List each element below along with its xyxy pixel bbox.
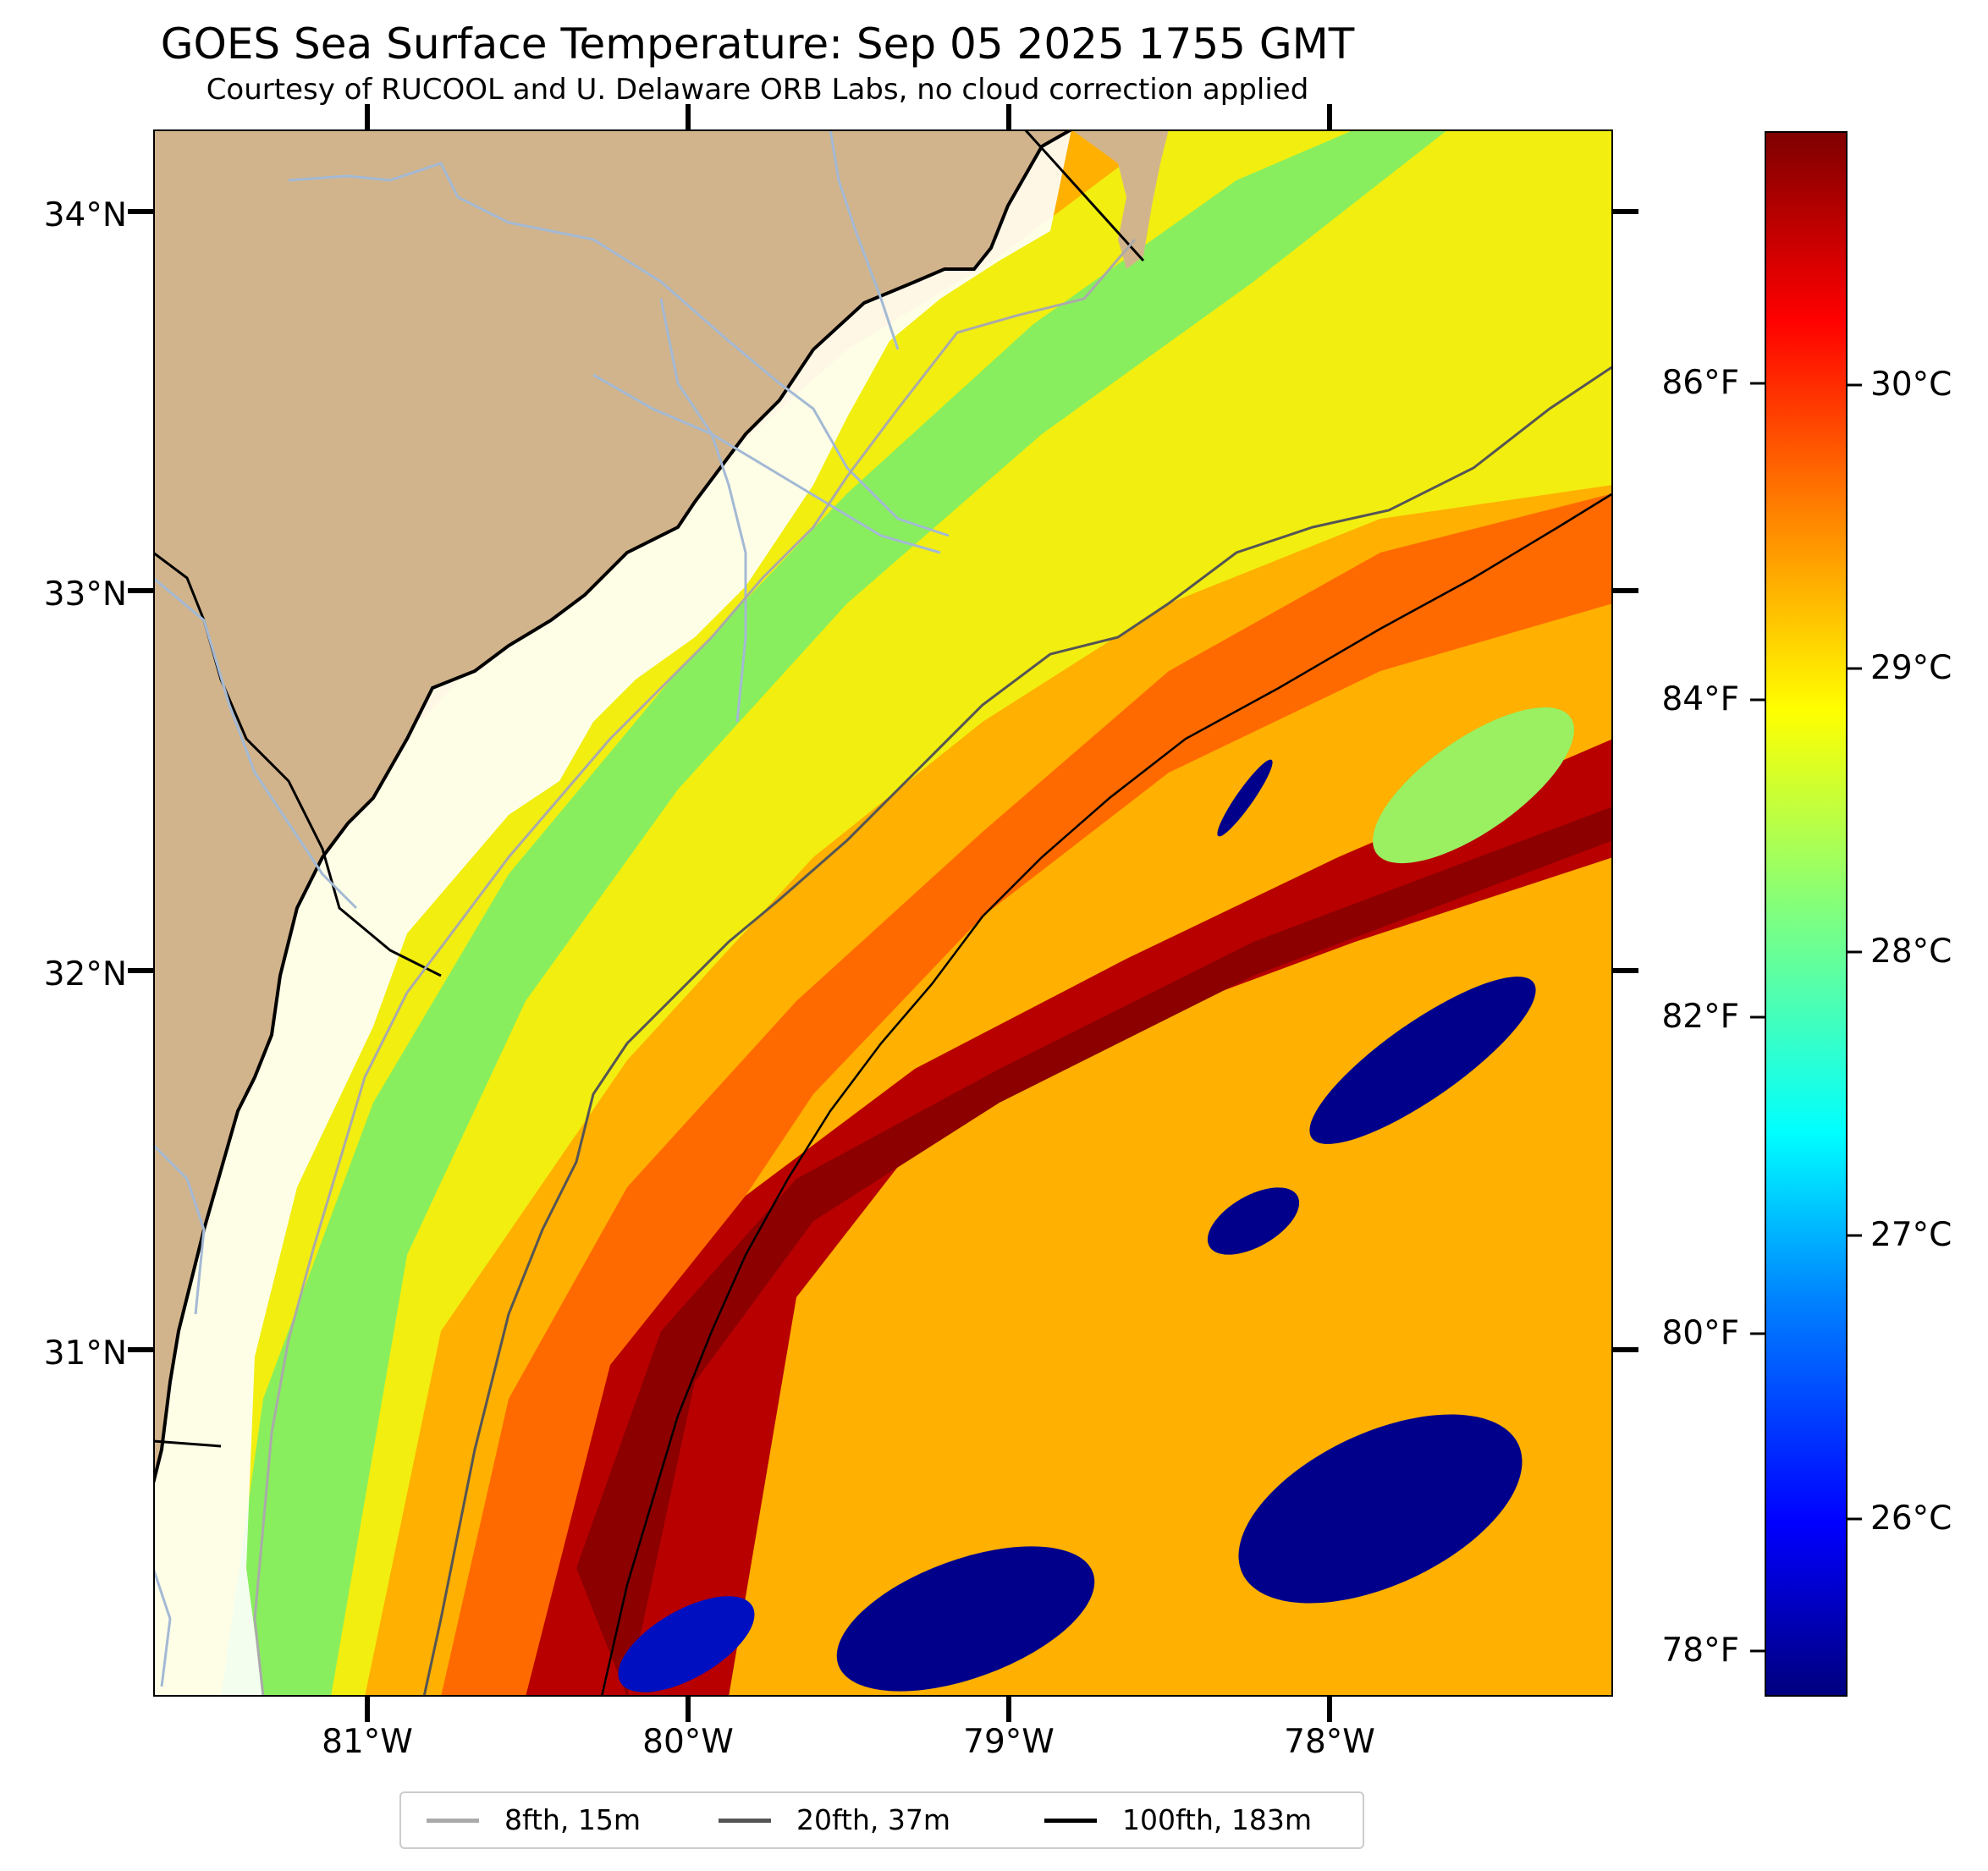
- lon-label-78: 78°W: [1284, 1723, 1375, 1761]
- colorbar-c-label-28: 28°C: [1870, 933, 1952, 971]
- colorbar-f-label-78: 78°F: [1661, 1632, 1739, 1670]
- coastal-no-data-fringe: [153, 129, 1071, 1697]
- colorbar-f-label-80: 80°F: [1661, 1314, 1739, 1352]
- nearshore-cool-band: [153, 129, 1613, 1697]
- cold-patch-5: [1217, 759, 1273, 837]
- cold-patch-6: [618, 1596, 755, 1692]
- land-mass: [153, 129, 1071, 1483]
- cold-patch-3: [836, 1546, 1095, 1692]
- colorbar-ticks: [1750, 382, 1862, 1653]
- legend-item-8fth: 8fth, 15m: [427, 1793, 641, 1847]
- colorbar-c-label-27: 27°C: [1870, 1216, 1952, 1254]
- coastline: [153, 129, 1072, 1484]
- isobath-legend: 8fth, 15m 20fth, 37m 100fth, 183m: [399, 1791, 1364, 1849]
- colorbar-c-label-29: 29°C: [1870, 649, 1952, 687]
- isobath-100fth: [600, 492, 1613, 1697]
- legend-label-100fth: 100fth, 183m: [1122, 1803, 1312, 1836]
- lat-label-32: 32°N: [43, 955, 127, 993]
- isobath-20fth: [422, 365, 1613, 1697]
- temperature-colorbar: [1765, 131, 1848, 1697]
- coastal-green-strip: [221, 129, 1448, 1697]
- state-border-ga-fl: [153, 1439, 222, 1448]
- map-ticks: [128, 104, 1638, 1722]
- colorbar-f-label-82: 82°F: [1661, 998, 1739, 1036]
- legend-label-8fth: 8fth, 15m: [504, 1803, 642, 1836]
- cold-patch-2: [1238, 1414, 1523, 1604]
- legend-item-100fth: 100fth, 183m: [1044, 1793, 1312, 1847]
- lon-label-79: 79°W: [963, 1723, 1055, 1761]
- lat-label-31: 31°N: [43, 1334, 127, 1373]
- map-panel: [128, 104, 1638, 1722]
- colorbar-c-label-30: 30°C: [1870, 366, 1952, 404]
- cold-patch-1: [1309, 977, 1536, 1144]
- sst-map: [153, 129, 1613, 1697]
- cold-patch-4: [1207, 1187, 1300, 1255]
- legend-swatch-8fth: [427, 1818, 479, 1823]
- colorbar-f-label-84: 84°F: [1661, 680, 1739, 718]
- rivers: [153, 129, 950, 1687]
- lat-label-33: 33°N: [43, 575, 127, 614]
- legend-swatch-100fth: [1044, 1818, 1097, 1823]
- map-title: GOES Sea Surface Temperature: Sep 05 202…: [160, 19, 1355, 69]
- sst-field: [153, 129, 1613, 1697]
- land-north-cape: [1071, 129, 1169, 269]
- gulf-stream-dark: [576, 806, 1613, 1697]
- state-border-sc-ga: [153, 551, 442, 977]
- lon-label-81: 81°W: [322, 1723, 413, 1761]
- state-border-nc-sc: [1023, 129, 1145, 262]
- legend-label-20fth: 20fth, 37m: [796, 1803, 950, 1836]
- map-subtitle: Courtesy of RUCOOL and U. Delaware ORB L…: [206, 73, 1309, 107]
- legend-item-20fth: 20fth, 37m: [719, 1793, 950, 1847]
- legend-swatch-20fth: [719, 1818, 771, 1823]
- lat-label-34: 34°N: [43, 196, 127, 234]
- warm-eddy-green: [1373, 707, 1574, 864]
- lon-label-80: 80°W: [642, 1723, 734, 1761]
- colorbar-f-label-86: 86°F: [1661, 364, 1739, 402]
- colorbar-c-label-26: 26°C: [1870, 1500, 1952, 1538]
- isobath-8fth: [253, 239, 1137, 1697]
